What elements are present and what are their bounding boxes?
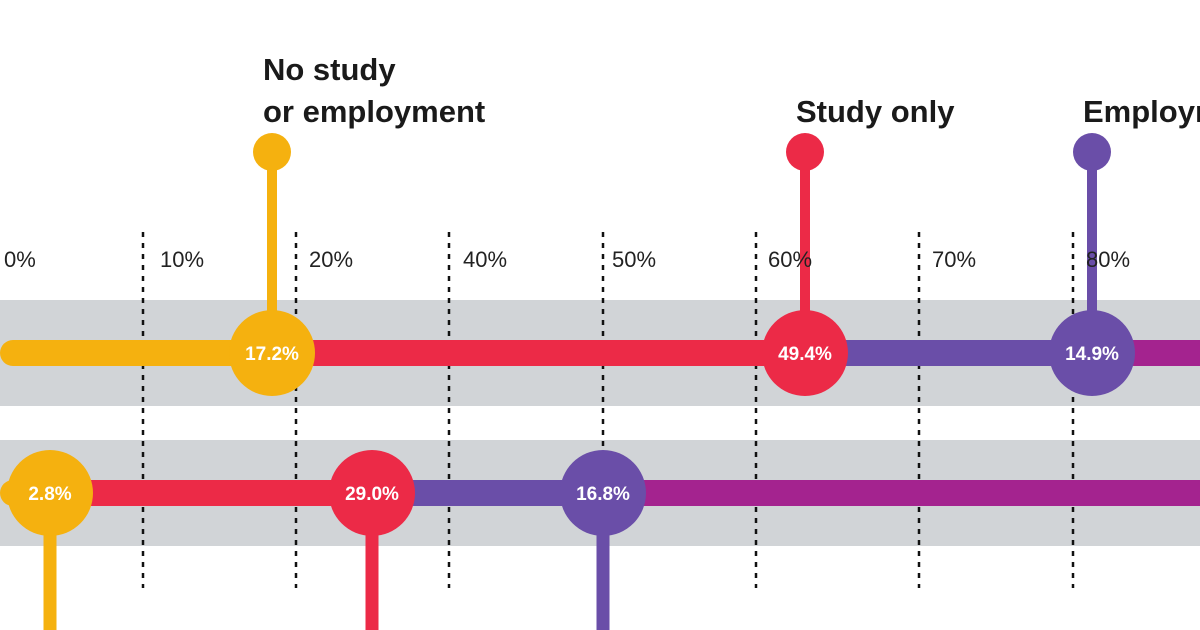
value-bubble [1049, 310, 1135, 396]
data-label: 29.0% [345, 484, 399, 505]
legend-label: Employment only [1083, 94, 1200, 129]
legend-label: or employment [263, 94, 485, 129]
tick-label: 10% [160, 247, 204, 272]
callout-stem [800, 152, 810, 353]
data-label: 14.9% [1065, 344, 1119, 365]
value-bubble [560, 450, 646, 536]
bar-segment [805, 340, 1092, 366]
tick-label: 70% [932, 247, 976, 272]
tick-label: 50% [612, 247, 656, 272]
bar-segment [372, 480, 603, 506]
tick-label: 80% [1086, 247, 1130, 272]
value-bubble [329, 450, 415, 536]
value-bubble [762, 310, 848, 396]
data-label: 16.8% [576, 484, 630, 505]
callout-dot [786, 133, 824, 171]
callout-dot [1073, 133, 1111, 171]
data-label: 2.8% [28, 484, 71, 505]
bar-segment [0, 340, 272, 366]
callout-stem [267, 152, 277, 353]
data-label: 49.4% [778, 344, 832, 365]
value-bubble [229, 310, 315, 396]
tick-label: 40% [463, 247, 507, 272]
tick-label: 0% [4, 247, 36, 272]
callout-stem [1087, 152, 1097, 353]
tick-label: 20% [309, 247, 353, 272]
bar-segment [50, 480, 372, 506]
bar-segment [272, 340, 805, 366]
legend-label: No study [263, 52, 396, 87]
tick-label: 60% [768, 247, 812, 272]
bar-segment [603, 480, 1200, 506]
data-label: 17.2% [245, 344, 299, 365]
legend-label: Study only [796, 94, 955, 129]
value-bubble [7, 450, 93, 536]
callout-dot [253, 133, 291, 171]
